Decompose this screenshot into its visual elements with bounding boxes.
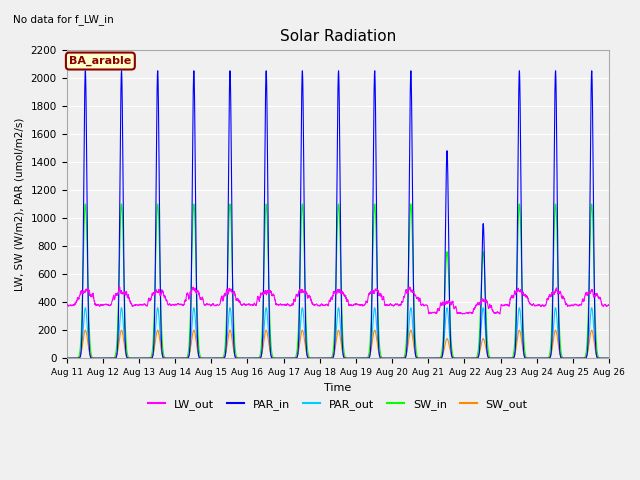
LW_out bbox=[605, 302, 612, 308]
PAR_out bbox=[63, 355, 70, 361]
SW_in bbox=[429, 355, 437, 361]
PAR_in bbox=[429, 355, 437, 361]
LW_out bbox=[460, 311, 467, 316]
LW_out bbox=[160, 294, 168, 300]
X-axis label: Time: Time bbox=[324, 383, 351, 393]
PAR_out bbox=[490, 355, 498, 361]
SW_out bbox=[604, 355, 612, 361]
SW_out bbox=[460, 355, 467, 361]
PAR_out bbox=[605, 355, 612, 361]
SW_out bbox=[605, 355, 612, 361]
LW_out bbox=[116, 283, 124, 289]
SW_out bbox=[490, 355, 498, 361]
LW_out bbox=[429, 310, 437, 315]
LW_out bbox=[458, 311, 466, 317]
Title: Solar Radiation: Solar Radiation bbox=[280, 29, 396, 44]
SW_out bbox=[160, 355, 168, 360]
Legend: LW_out, PAR_in, PAR_out, SW_in, SW_out: LW_out, PAR_in, PAR_out, SW_in, SW_out bbox=[143, 395, 532, 414]
PAR_in bbox=[460, 355, 467, 361]
PAR_out bbox=[371, 305, 378, 311]
PAR_in bbox=[371, 68, 378, 74]
LW_out bbox=[317, 301, 325, 307]
LW_out bbox=[490, 310, 498, 315]
PAR_in bbox=[604, 355, 612, 361]
SW_in bbox=[460, 355, 467, 361]
LW_out bbox=[605, 302, 612, 308]
SW_in bbox=[604, 355, 612, 361]
Y-axis label: LW, SW (W/m2), PAR (umol/m2/s): LW, SW (W/m2), PAR (umol/m2/s) bbox=[15, 117, 25, 291]
Line: LW_out: LW_out bbox=[67, 286, 609, 314]
SW_in bbox=[317, 355, 325, 361]
Text: No data for f_LW_in: No data for f_LW_in bbox=[13, 14, 113, 25]
PAR_out bbox=[460, 355, 467, 361]
Text: BA_arable: BA_arable bbox=[69, 56, 131, 66]
PAR_out bbox=[604, 355, 612, 361]
SW_in bbox=[160, 353, 168, 359]
PAR_out bbox=[429, 355, 437, 361]
SW_out bbox=[371, 327, 378, 333]
SW_out bbox=[63, 355, 70, 361]
Line: PAR_in: PAR_in bbox=[67, 71, 609, 358]
LW_out bbox=[63, 301, 70, 307]
SW_in bbox=[605, 355, 612, 361]
PAR_in bbox=[160, 355, 168, 361]
PAR_in bbox=[490, 355, 498, 361]
SW_in bbox=[490, 355, 498, 361]
PAR_out bbox=[160, 355, 168, 360]
PAR_in bbox=[605, 355, 612, 361]
PAR_out bbox=[317, 355, 325, 361]
PAR_in bbox=[63, 355, 70, 361]
SW_out bbox=[429, 355, 437, 361]
Line: SW_out: SW_out bbox=[67, 330, 609, 358]
Line: SW_in: SW_in bbox=[67, 204, 609, 358]
PAR_in bbox=[317, 355, 325, 361]
SW_out bbox=[317, 355, 325, 361]
Line: PAR_out: PAR_out bbox=[67, 308, 609, 358]
SW_in bbox=[371, 201, 378, 207]
SW_in bbox=[63, 355, 70, 361]
